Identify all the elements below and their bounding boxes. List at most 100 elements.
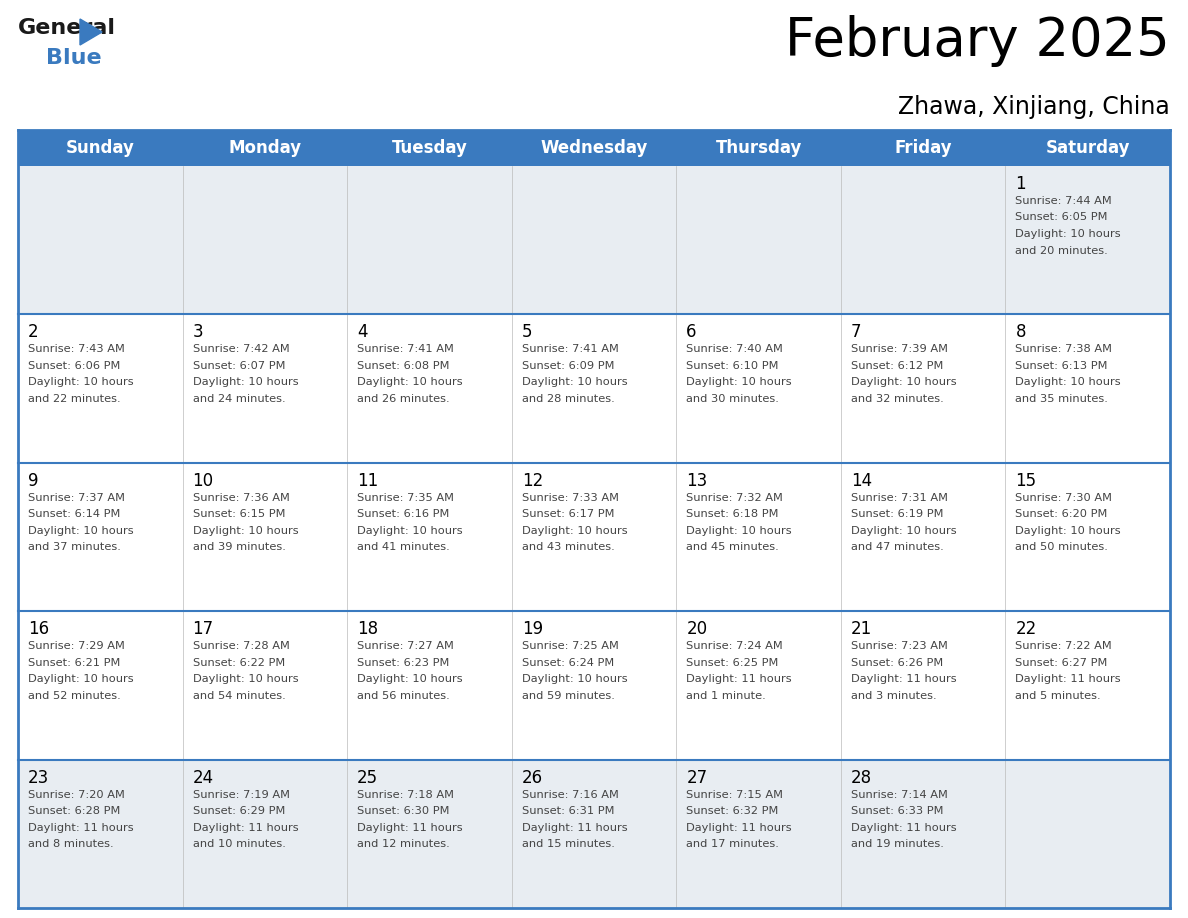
Polygon shape bbox=[80, 19, 102, 45]
Text: 14: 14 bbox=[851, 472, 872, 490]
Text: 26: 26 bbox=[522, 768, 543, 787]
Text: 2: 2 bbox=[29, 323, 39, 341]
Text: Sunrise: 7:22 AM: Sunrise: 7:22 AM bbox=[1016, 641, 1112, 651]
Text: Daylight: 10 hours: Daylight: 10 hours bbox=[851, 526, 956, 536]
Text: Daylight: 10 hours: Daylight: 10 hours bbox=[29, 526, 133, 536]
Bar bbox=[676, 314, 841, 463]
Text: and 50 minutes.: and 50 minutes. bbox=[1016, 543, 1108, 553]
Bar bbox=[676, 463, 841, 611]
Text: Daylight: 10 hours: Daylight: 10 hours bbox=[687, 526, 792, 536]
Text: 3: 3 bbox=[192, 323, 203, 341]
Bar bbox=[18, 314, 183, 463]
Text: 4: 4 bbox=[358, 323, 367, 341]
Text: Sunset: 6:25 PM: Sunset: 6:25 PM bbox=[687, 657, 778, 667]
Text: Sunrise: 7:28 AM: Sunrise: 7:28 AM bbox=[192, 641, 290, 651]
Bar bbox=[512, 166, 676, 314]
Text: Sunset: 6:29 PM: Sunset: 6:29 PM bbox=[192, 806, 285, 816]
Text: Daylight: 11 hours: Daylight: 11 hours bbox=[192, 823, 298, 833]
Text: Sunset: 6:16 PM: Sunset: 6:16 PM bbox=[358, 509, 449, 520]
Bar bbox=[1005, 463, 1170, 611]
Text: Sunrise: 7:16 AM: Sunrise: 7:16 AM bbox=[522, 789, 619, 800]
Text: Sunset: 6:30 PM: Sunset: 6:30 PM bbox=[358, 806, 449, 816]
Bar bbox=[18, 611, 183, 759]
Text: Sunrise: 7:23 AM: Sunrise: 7:23 AM bbox=[851, 641, 948, 651]
Text: Sunset: 6:22 PM: Sunset: 6:22 PM bbox=[192, 657, 285, 667]
Text: and 54 minutes.: and 54 minutes. bbox=[192, 690, 285, 700]
Text: 7: 7 bbox=[851, 323, 861, 341]
Text: Sunset: 6:23 PM: Sunset: 6:23 PM bbox=[358, 657, 449, 667]
Text: Sunrise: 7:32 AM: Sunrise: 7:32 AM bbox=[687, 493, 783, 503]
Bar bbox=[1005, 314, 1170, 463]
Text: and 20 minutes.: and 20 minutes. bbox=[1016, 245, 1108, 255]
Text: and 30 minutes.: and 30 minutes. bbox=[687, 394, 779, 404]
Bar bbox=[18, 463, 183, 611]
Text: 20: 20 bbox=[687, 621, 707, 638]
Bar bbox=[512, 759, 676, 908]
Text: Sunrise: 7:30 AM: Sunrise: 7:30 AM bbox=[1016, 493, 1112, 503]
Text: and 43 minutes.: and 43 minutes. bbox=[522, 543, 614, 553]
Text: 23: 23 bbox=[29, 768, 49, 787]
Text: Sunset: 6:33 PM: Sunset: 6:33 PM bbox=[851, 806, 943, 816]
Text: Daylight: 10 hours: Daylight: 10 hours bbox=[358, 377, 463, 387]
Bar bbox=[183, 166, 347, 314]
Text: Daylight: 11 hours: Daylight: 11 hours bbox=[851, 823, 956, 833]
Text: Daylight: 11 hours: Daylight: 11 hours bbox=[358, 823, 463, 833]
Text: and 45 minutes.: and 45 minutes. bbox=[687, 543, 779, 553]
Text: 21: 21 bbox=[851, 621, 872, 638]
Text: Sunset: 6:20 PM: Sunset: 6:20 PM bbox=[1016, 509, 1107, 520]
Bar bbox=[18, 130, 1170, 166]
Bar bbox=[841, 463, 1005, 611]
Text: Sunrise: 7:18 AM: Sunrise: 7:18 AM bbox=[358, 789, 454, 800]
Text: Daylight: 11 hours: Daylight: 11 hours bbox=[29, 823, 133, 833]
Text: 8: 8 bbox=[1016, 323, 1026, 341]
Text: Sunrise: 7:31 AM: Sunrise: 7:31 AM bbox=[851, 493, 948, 503]
Text: Wednesday: Wednesday bbox=[541, 139, 647, 157]
Text: Thursday: Thursday bbox=[715, 139, 802, 157]
Text: Sunset: 6:21 PM: Sunset: 6:21 PM bbox=[29, 657, 120, 667]
Text: and 47 minutes.: and 47 minutes. bbox=[851, 543, 943, 553]
Bar bbox=[1005, 611, 1170, 759]
Text: Daylight: 11 hours: Daylight: 11 hours bbox=[851, 674, 956, 684]
Text: and 28 minutes.: and 28 minutes. bbox=[522, 394, 614, 404]
Bar bbox=[183, 759, 347, 908]
Text: and 37 minutes.: and 37 minutes. bbox=[29, 543, 121, 553]
Text: Sunrise: 7:15 AM: Sunrise: 7:15 AM bbox=[687, 789, 783, 800]
Text: Sunset: 6:14 PM: Sunset: 6:14 PM bbox=[29, 509, 120, 520]
Text: 19: 19 bbox=[522, 621, 543, 638]
Text: and 17 minutes.: and 17 minutes. bbox=[687, 839, 779, 849]
Bar bbox=[841, 166, 1005, 314]
Text: 16: 16 bbox=[29, 621, 49, 638]
Text: Sunrise: 7:29 AM: Sunrise: 7:29 AM bbox=[29, 641, 125, 651]
Text: Sunrise: 7:35 AM: Sunrise: 7:35 AM bbox=[358, 493, 454, 503]
Text: and 10 minutes.: and 10 minutes. bbox=[192, 839, 285, 849]
Bar bbox=[347, 314, 512, 463]
Bar bbox=[18, 166, 183, 314]
Bar bbox=[676, 759, 841, 908]
Bar bbox=[512, 314, 676, 463]
Text: Daylight: 10 hours: Daylight: 10 hours bbox=[29, 674, 133, 684]
Text: Daylight: 10 hours: Daylight: 10 hours bbox=[358, 674, 463, 684]
Bar bbox=[1005, 166, 1170, 314]
Bar bbox=[347, 463, 512, 611]
Text: Daylight: 11 hours: Daylight: 11 hours bbox=[522, 823, 627, 833]
Bar bbox=[841, 314, 1005, 463]
Text: Zhawa, Xinjiang, China: Zhawa, Xinjiang, China bbox=[898, 95, 1170, 119]
Text: Sunrise: 7:27 AM: Sunrise: 7:27 AM bbox=[358, 641, 454, 651]
Text: Daylight: 10 hours: Daylight: 10 hours bbox=[192, 526, 298, 536]
Text: Sunrise: 7:36 AM: Sunrise: 7:36 AM bbox=[192, 493, 290, 503]
Text: Sunrise: 7:24 AM: Sunrise: 7:24 AM bbox=[687, 641, 783, 651]
Text: and 26 minutes.: and 26 minutes. bbox=[358, 394, 450, 404]
Text: and 39 minutes.: and 39 minutes. bbox=[192, 543, 285, 553]
Text: Daylight: 10 hours: Daylight: 10 hours bbox=[522, 526, 627, 536]
Text: and 35 minutes.: and 35 minutes. bbox=[1016, 394, 1108, 404]
Text: 18: 18 bbox=[358, 621, 378, 638]
Text: 12: 12 bbox=[522, 472, 543, 490]
Bar bbox=[183, 314, 347, 463]
Bar bbox=[512, 611, 676, 759]
Text: 22: 22 bbox=[1016, 621, 1037, 638]
Text: 6: 6 bbox=[687, 323, 697, 341]
Text: Sunrise: 7:37 AM: Sunrise: 7:37 AM bbox=[29, 493, 125, 503]
Text: Sunset: 6:27 PM: Sunset: 6:27 PM bbox=[1016, 657, 1107, 667]
Text: Sunset: 6:12 PM: Sunset: 6:12 PM bbox=[851, 361, 943, 371]
Text: 25: 25 bbox=[358, 768, 378, 787]
